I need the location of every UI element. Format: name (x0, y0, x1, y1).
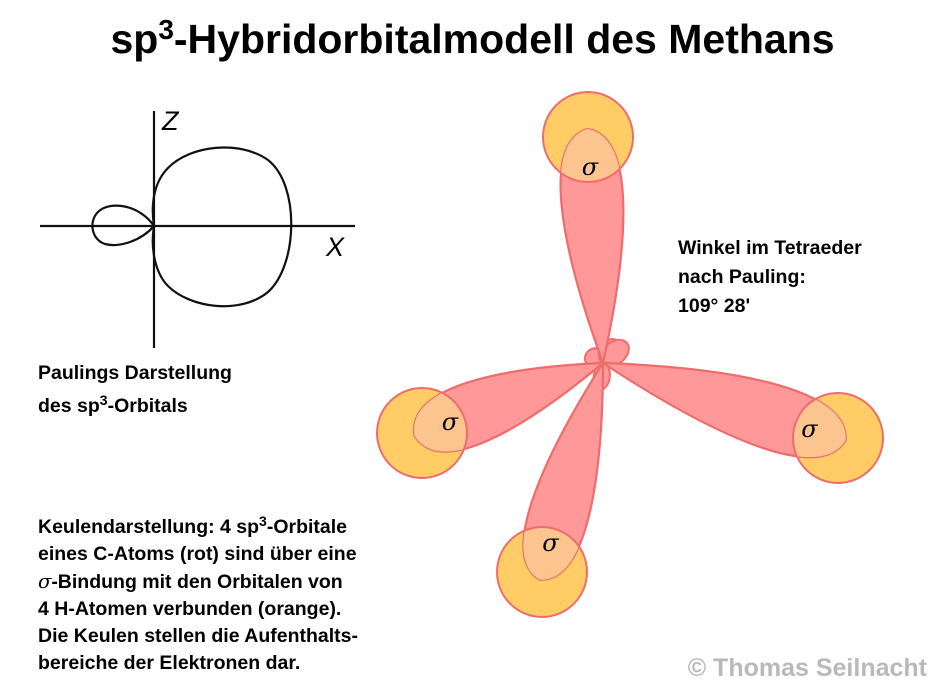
large-lobe (151, 146, 293, 308)
pauling-plot (40, 111, 355, 348)
x-axis-label: X (325, 232, 345, 262)
small-lobe (91, 204, 156, 247)
pauling-caption: Paulings Darstellung des sp3-Orbitals (38, 362, 232, 417)
description: Keulendarstellung: 4 sp3-Orbitale eines … (38, 513, 358, 674)
carbon-sp3-lobe (599, 361, 847, 459)
z-axis-label: Z (161, 106, 180, 136)
sigma-label: σ (442, 408, 459, 436)
copyright: © Thomas Seilnacht (687, 654, 927, 682)
sigma-label: σ (542, 529, 559, 557)
sigma-label: σ (582, 153, 599, 181)
methane-orbital-model: σ σ σ σ (376, 91, 884, 618)
sigma-label: σ (801, 415, 818, 443)
angle-note: Winkel im Tetraeder nach Pauling: 109° 2… (678, 237, 862, 317)
page-title: sp3-Hybridorbitalmodell des Methans (110, 14, 835, 62)
